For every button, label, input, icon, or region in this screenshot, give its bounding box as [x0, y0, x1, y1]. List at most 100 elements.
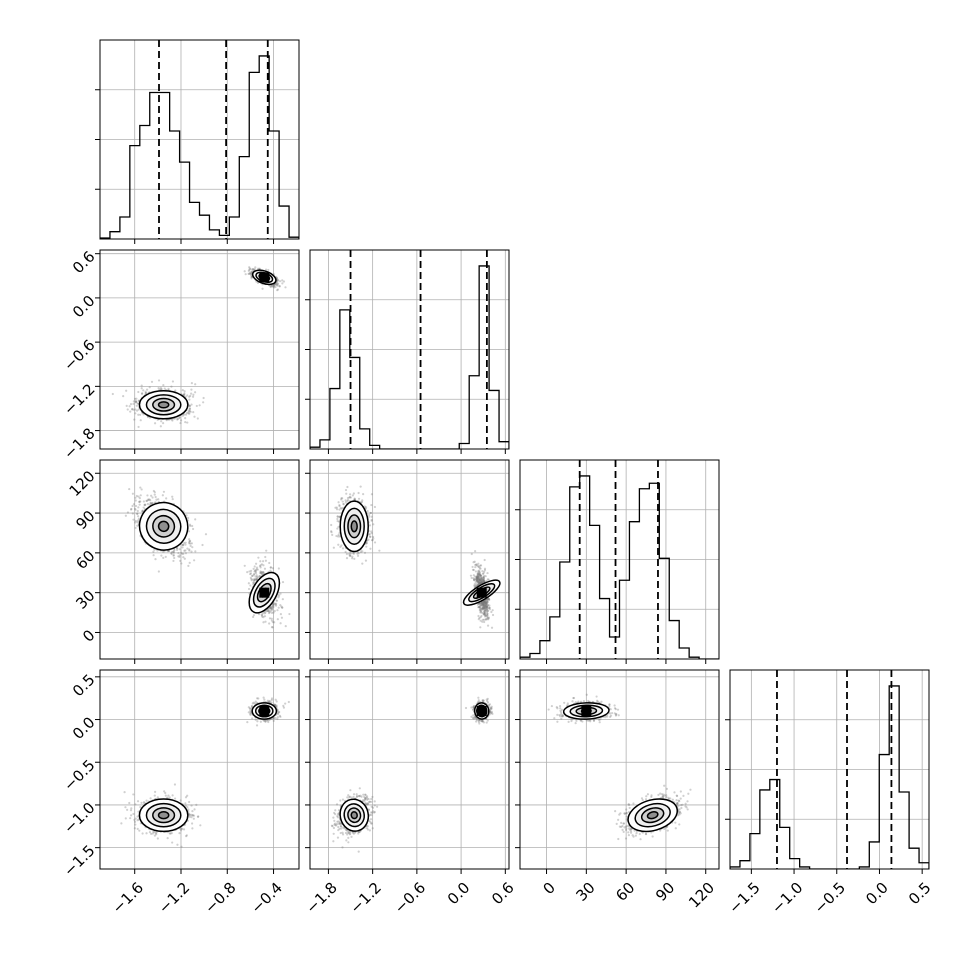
sample-point: [172, 553, 175, 557]
sample-point: [161, 422, 165, 425]
sample-point: [147, 498, 150, 502]
sample-point: [172, 554, 175, 557]
sample-point: [483, 569, 487, 572]
sample-point: [180, 551, 183, 554]
sample-point: [194, 550, 197, 553]
sample-point: [482, 603, 485, 606]
sample-point: [260, 563, 264, 566]
sample-point: [135, 401, 138, 404]
sample-point: [478, 572, 481, 576]
sample-point: [481, 601, 484, 604]
sample-point: [474, 563, 477, 567]
sample-point: [363, 505, 366, 508]
sample-point: [267, 268, 270, 272]
sample-point: [160, 554, 163, 557]
sample-point: [484, 603, 487, 606]
sample-point: [337, 535, 340, 538]
sample-point: [479, 626, 482, 629]
sample-point: [139, 419, 142, 422]
sample-point: [250, 276, 253, 279]
sample-point: [482, 580, 486, 583]
sample-point: [475, 576, 478, 579]
sample-point: [191, 395, 195, 398]
sample-point: [482, 600, 486, 603]
sample-point: [189, 539, 192, 543]
sample-point: [161, 494, 164, 497]
sample-point: [348, 496, 352, 499]
sample-point: [253, 578, 256, 582]
sample-point: [477, 562, 480, 565]
sample-point: [372, 535, 375, 539]
sample-point: [275, 283, 278, 286]
sample-point: [248, 272, 251, 275]
sample-point: [474, 575, 477, 578]
sample-point: [270, 617, 273, 620]
sample-point: [476, 574, 479, 578]
sample-point: [260, 614, 264, 617]
sample-point: [477, 578, 481, 581]
sample-point: [341, 500, 344, 503]
sample-point: [482, 575, 485, 578]
sample-point: [252, 581, 255, 584]
sample-point: [253, 268, 256, 271]
sample-point: [249, 268, 252, 271]
sample-point: [170, 552, 173, 556]
sample-point: [487, 597, 490, 600]
sample-point: [133, 418, 136, 421]
sample-point: [337, 520, 341, 523]
sample-point: [485, 601, 488, 604]
sample-point: [484, 614, 487, 617]
sample-point: [183, 390, 186, 393]
sample-point: [272, 602, 275, 605]
sample-point: [480, 604, 483, 607]
sample-point: [476, 580, 479, 583]
sample-point: [153, 548, 156, 551]
sample-point: [486, 598, 489, 601]
sample-point: [125, 404, 128, 408]
sample-point: [372, 523, 375, 526]
sample-point: [254, 572, 257, 575]
sample-point: [157, 498, 160, 501]
sample-point: [346, 485, 349, 489]
sample-point: [483, 602, 486, 605]
sample-point: [479, 611, 482, 614]
sample-point: [171, 419, 174, 422]
sample-point: [171, 380, 175, 383]
sample-point: [486, 612, 489, 615]
hist-panel-0: [95, 39, 300, 244]
sample-point: [252, 567, 255, 570]
sample-point: [131, 504, 134, 508]
density-peak: [259, 272, 270, 283]
sample-point: [483, 601, 486, 604]
sample-point: [261, 615, 264, 618]
sample-point: [479, 576, 482, 579]
sample-point: [172, 550, 175, 554]
sample-point: [248, 570, 251, 573]
sample-point: [139, 413, 142, 416]
sample-point: [353, 498, 357, 501]
sample-point: [482, 606, 485, 609]
sample-point: [157, 379, 161, 382]
sample-point: [261, 573, 264, 576]
density-contour-0-3: [157, 401, 170, 409]
sample-point: [483, 602, 486, 605]
sample-point: [261, 287, 264, 290]
sample-point: [482, 613, 485, 616]
sample-point: [479, 579, 483, 583]
sample-point: [369, 511, 372, 515]
sample-point: [278, 280, 282, 283]
sample-point: [181, 389, 184, 392]
sample-point: [269, 566, 272, 569]
sample-point: [188, 540, 191, 543]
hist-panel-2: [515, 459, 720, 664]
sample-point: [479, 582, 482, 585]
sample-point: [271, 621, 275, 624]
sample-point: [187, 530, 191, 533]
sample-point: [128, 405, 131, 408]
sample-point: [126, 511, 130, 514]
sample-point: [278, 594, 281, 597]
sample-point: [480, 602, 483, 605]
sample-point: [151, 501, 154, 505]
sample-point: [259, 566, 262, 569]
